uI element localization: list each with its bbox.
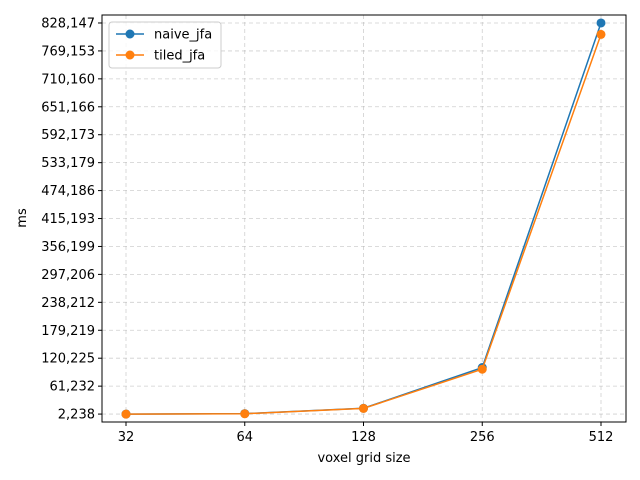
data-point [121, 409, 131, 419]
data-point [596, 18, 606, 28]
grid-lines [102, 15, 626, 422]
y-tick-label: 238,212 [41, 296, 95, 311]
legend: naive_jfa tiled_jfa [108, 21, 222, 69]
x-tick-label: 512 [589, 430, 614, 445]
y-tick-label: 2,238 [58, 408, 95, 423]
x-tick-label: 32 [118, 430, 135, 445]
y-tick-label: 356,199 [41, 240, 95, 255]
series-layer [121, 18, 606, 419]
x-tick-label: 64 [236, 430, 253, 445]
x-tick-label: 128 [351, 430, 376, 445]
data-point [477, 364, 487, 374]
x-ticks: 32 64 128 256 512 [118, 422, 614, 445]
y-tick-label: 179,219 [41, 324, 95, 339]
legend-marker [125, 29, 135, 39]
y-ticks: 2,238 61,232 120,225 179,219 238,212 297,206 3… [41, 16, 102, 423]
y-tick-label: 710,160 [41, 72, 95, 87]
y-axis-label: ms [15, 208, 30, 228]
series-tiled_jfa [121, 29, 606, 419]
x-tick-label: 256 [470, 430, 495, 445]
data-point [359, 403, 368, 413]
data-point [596, 29, 606, 39]
x-axis-label: voxel grid size [317, 451, 410, 466]
legend-marker [125, 50, 135, 60]
y-tick-label: 415,193 [41, 212, 95, 227]
y-tick-label: 828,147 [41, 16, 95, 31]
data-point [240, 409, 250, 419]
y-tick-label: 297,206 [41, 268, 95, 283]
y-tick-label: 651,166 [41, 100, 95, 115]
y-tick-label: 533,179 [41, 156, 95, 171]
legend-entry: naive_jfa [154, 28, 212, 43]
y-tick-label: 120,225 [41, 352, 95, 367]
y-tick-label: 769,153 [41, 44, 95, 59]
y-tick-label: 474,186 [41, 184, 95, 199]
legend-entry: tiled_jfa [154, 49, 205, 64]
y-tick-label: 61,232 [50, 380, 96, 395]
series-line [125, 34, 602, 415]
y-tick-label: 592,173 [41, 128, 95, 143]
